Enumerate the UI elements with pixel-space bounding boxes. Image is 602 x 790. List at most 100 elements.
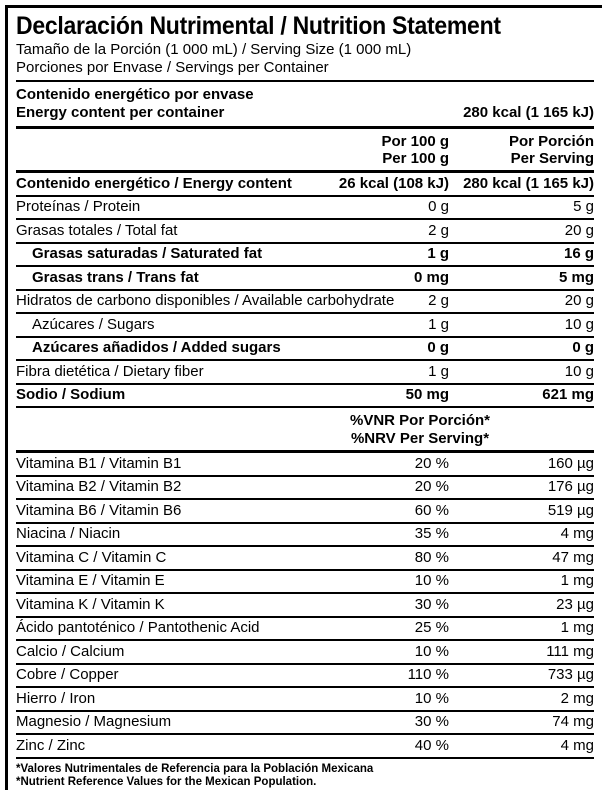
nutrient-label: Azúcares añadidos / Added sugars: [32, 339, 281, 356]
nrv-percent-value: 110 %: [407, 666, 449, 683]
vitamin-label: Hierro / Iron: [16, 689, 96, 707]
per-serving-column-header: Por Porción Per Serving: [449, 133, 594, 167]
column-header-spacer: [16, 133, 381, 167]
vitamin-row: Hierro / Iron 10 % 2 mg: [16, 688, 594, 712]
nutrient-row: Fibra dietética / Dietary fiber 1 g 10 g: [16, 361, 594, 385]
per-100g-header-en: Per 100 g: [382, 150, 449, 167]
amount-value: 74 mg: [552, 713, 594, 730]
nrv-percent-value: 25 %: [414, 619, 449, 636]
nutrient-label: Hidratos de carbono disponibles / Availa…: [16, 292, 395, 309]
nutrient-row: Hidratos de carbono disponibles / Availa…: [16, 291, 594, 314]
servings-per-container-line: Porciones por Envase / Servings per Cont…: [16, 58, 329, 76]
per-100g-value: 1 g: [428, 315, 449, 333]
nutrient-row: Grasas totales / Total fat 2 g 20 g: [16, 220, 594, 244]
per-serving-value: 0 g: [572, 339, 594, 356]
amount-value: 2 mg: [560, 689, 594, 707]
vitamin-row: Vitamina E / Vitamin E 10 % 1 mg: [16, 571, 594, 594]
nutrient-label: Grasas totales / Total fat: [16, 221, 178, 239]
vitamin-row: Calcio / Calcium 10 % 111 mg: [16, 641, 594, 665]
nutrient-label: Azúcares / Sugars: [32, 315, 155, 333]
energy-container-value: 280 kcal (1 165 kJ): [463, 104, 594, 121]
vitamin-label: Vitamina K / Vitamin K: [16, 595, 165, 613]
vitamin-label: Vitamina C / Vitamin C: [16, 548, 167, 566]
vitamin-label: Calcio / Calcium: [16, 642, 125, 660]
nrv-percent-value: 60 %: [414, 501, 449, 519]
serving-size-line: Tamaño de la Porción (1 000 mL) / Servin…: [16, 41, 412, 58]
amount-value: 4 mg: [560, 525, 594, 542]
nrv-percent-value: 40 %: [414, 736, 449, 754]
amount-value: 4 mg: [560, 736, 594, 754]
amount-value: 176 µg: [547, 478, 594, 495]
amount-value: 160 µg: [547, 454, 594, 472]
vitamin-label: Vitamina E / Vitamin E: [16, 572, 165, 589]
vitamin-row: Vitamina B1 / Vitamin B1 20 % 160 µg: [16, 453, 594, 477]
energy-container-label-en: Energy content per container: [16, 104, 225, 121]
energy-per-container-section: Contenido energético por envase Energy c…: [16, 82, 594, 129]
nrv-percent-value: 10 %: [414, 689, 449, 707]
per-100g-value: 0 g: [427, 339, 449, 356]
nutrient-row: Contenido energético / Energy content 26 …: [16, 173, 594, 197]
nutrient-row: Azúcares añadidos / Added sugars 0 g 0 g: [16, 338, 594, 361]
amount-value: 1 mg: [560, 572, 594, 589]
label-title: Declaración Nutrimental / Nutrition Stat…: [16, 12, 501, 40]
vitamin-label: Vitamina B2 / Vitamin B2: [16, 478, 182, 495]
vitamin-row: Niacina / Niacin 35 % 4 mg: [16, 524, 594, 547]
amount-value: 1 mg: [560, 619, 594, 636]
energy-container-label-es: Contenido energético por envase: [16, 86, 254, 103]
per-serving-value: 280 kcal (1 165 kJ): [463, 174, 594, 192]
nrv-header-es: %VNR Por Porción*: [349, 412, 491, 429]
per-100g-value: 0 mg: [413, 268, 449, 286]
nrv-percent-value: 10 %: [414, 572, 449, 589]
per-serving-value: 20 g: [564, 292, 594, 309]
nrv-percent-value: 30 %: [414, 713, 449, 730]
nrv-percent-value: 10 %: [414, 642, 449, 660]
per-100g-value: 2 g: [428, 292, 449, 309]
nrv-percent-value: 30 %: [414, 595, 449, 613]
per-100g-value: 1 g: [427, 245, 449, 262]
vitamin-row: Vitamina C / Vitamin C 80 % 47 mg: [16, 547, 594, 571]
per-100g-value: 26 kcal (108 kJ): [338, 174, 449, 192]
vitamin-row: Ácido pantoténico / Pantothenic Acid 25 %…: [16, 618, 594, 641]
vitamin-label: Zinc / Zinc: [16, 736, 86, 754]
per-100g-value: 2 g: [428, 221, 449, 239]
footnote-es: *Valores Nutrimentales de Referencia par…: [16, 762, 374, 775]
nutrient-label: Proteínas / Protein: [16, 198, 141, 215]
vitamin-label: Niacina / Niacin: [16, 525, 121, 542]
amount-value: 519 µg: [547, 501, 594, 519]
nutrient-label: Sodio / Sodium: [16, 386, 126, 403]
per-serving-value: 16 g: [563, 245, 594, 262]
vitamin-row: Vitamina B2 / Vitamin B2 20 % 176 µg: [16, 477, 594, 500]
per-serving-value: 5 mg: [558, 268, 594, 286]
nutrient-row: Sodio / Sodium 50 mg 621 mg: [16, 385, 594, 408]
nutrient-row: Proteínas / Protein 0 g 5 g: [16, 197, 594, 220]
per-serving-value: 20 g: [564, 221, 594, 239]
nutrients-table: Contenido energético / Energy content 26 …: [16, 173, 594, 408]
footnote-en: *Nutrient Reference Values for the Mexic…: [16, 776, 317, 788]
nutrient-row: Grasas trans / Trans fat 0 mg 5 mg: [16, 267, 594, 291]
nrv-per-serving-header: %VNR Por Porción* %NRV Per Serving*: [16, 408, 594, 453]
nutrient-label: Grasas saturadas / Saturated fat: [32, 245, 263, 262]
per-serving-value: 10 g: [564, 362, 594, 380]
nutrient-label: Fibra dietética / Dietary fiber: [16, 362, 204, 380]
footnotes: *Valores Nutrimentales de Referencia par…: [16, 759, 594, 790]
per-100g-value: 50 mg: [405, 386, 449, 403]
vitamin-row: Vitamina B6 / Vitamin B6 60 % 519 µg: [16, 500, 594, 524]
vitamin-row: Zinc / Zinc 40 % 4 mg: [16, 735, 594, 759]
nutrient-row: Azúcares / Sugars 1 g 10 g: [16, 314, 594, 338]
amount-value: 23 µg: [556, 595, 594, 613]
nutrient-row: Grasas saturadas / Saturated fat 1 g 16 g: [16, 244, 594, 267]
vitamin-row: Vitamina K / Vitamin K 30 % 23 µg: [16, 594, 594, 618]
per-100g-value: 0 g: [428, 198, 449, 215]
nrv-percent-value: 20 %: [414, 454, 449, 472]
per-serving-value: 10 g: [564, 315, 594, 333]
vitamin-label: Vitamina B1 / Vitamin B1: [16, 454, 182, 472]
nrv-percent-value: 20 %: [414, 478, 449, 495]
nutrient-label: Contenido energético / Energy content: [16, 174, 292, 192]
nrv-header-en: %NRV Per Serving*: [350, 429, 490, 447]
per-serving-header-en: Per Serving: [510, 150, 594, 167]
amount-value: 47 mg: [552, 548, 594, 566]
vitamin-row: Cobre / Copper 110 % 733 µg: [16, 665, 594, 688]
nrv-percent-value: 80 %: [414, 548, 449, 566]
per-serving-value: 621 mg: [542, 386, 594, 403]
